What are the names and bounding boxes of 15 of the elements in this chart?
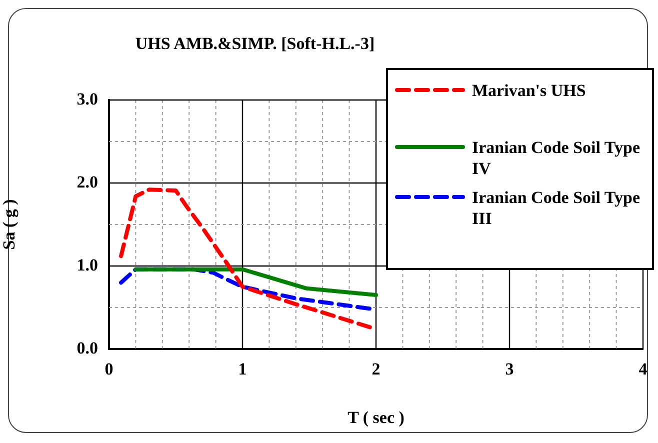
legend-label: Marivan's UHS [472,80,586,101]
legend-label: Iranian Code Soil Type IV [472,137,641,179]
y-tick-label: 0.0 [76,338,98,358]
y-axis-title: Sa ( g ) [0,199,19,250]
x-axis-title: T ( sec ) [348,408,404,428]
y-tick-label: 2.0 [76,172,98,192]
legend-label: Iranian Code Soil Type III [472,187,641,229]
x-tick-label: 4 [638,360,648,379]
chart-title: UHS AMB.&SIMP. [Soft-H.L.-3] [134,34,376,54]
x-tick-label: 2 [372,360,380,379]
y-tick-label: 3.0 [76,89,98,108]
x-tick-label: 3 [505,360,514,379]
x-tick-label: 0 [104,360,114,379]
x-tick-label: 1 [238,360,247,379]
y-tick-label: 1.0 [76,255,98,274]
